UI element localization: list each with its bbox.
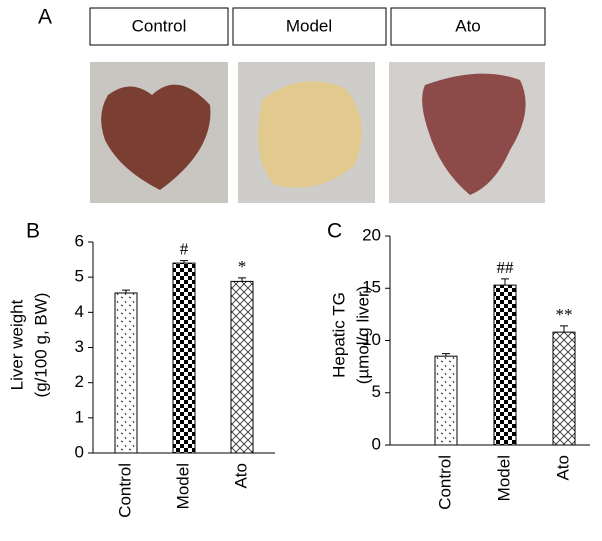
- bar: [434, 355, 458, 446]
- y-tick-label: 0: [372, 434, 381, 453]
- y-axis-label: Liver weight: [7, 299, 26, 390]
- y-tick-label: 15: [362, 278, 381, 297]
- significance-mark: *: [238, 257, 247, 276]
- x-tick-label: Control: [435, 455, 454, 510]
- significance-mark: **: [556, 305, 573, 324]
- y-tick-label: 1: [75, 407, 84, 426]
- photo: [238, 62, 375, 203]
- y-axis-label: (g/100 g, BW): [31, 293, 50, 398]
- panel-label: C: [327, 220, 342, 243]
- error-bar: [560, 325, 568, 333]
- y-tick-label: 0: [75, 442, 84, 461]
- y-tick-label: 5: [75, 267, 84, 286]
- photo-label: Ato: [455, 16, 481, 35]
- photo-label: Control: [132, 16, 187, 35]
- error-bar: [180, 260, 188, 264]
- header-box: [89, 7, 229, 46]
- y-axis-label: (µmol/g liver): [353, 286, 372, 385]
- significance-mark: ##: [497, 258, 515, 277]
- x-tick-label: Ato: [231, 463, 250, 489]
- error-bar: [238, 277, 246, 282]
- photo: [389, 62, 545, 203]
- panel-label: A: [38, 6, 52, 29]
- x-tick-label: Model: [494, 455, 513, 501]
- x-tick-label: Model: [173, 463, 192, 509]
- bar: [552, 331, 576, 446]
- y-axis-label: Hepatic TG: [329, 292, 348, 378]
- significance-mark: #: [180, 240, 189, 259]
- x-tick-label: Ato: [553, 455, 572, 481]
- error-bar: [442, 353, 450, 357]
- y-tick-label: 4: [75, 302, 84, 321]
- y-tick-label: 3: [75, 337, 84, 356]
- x-tick-label: Control: [115, 463, 134, 518]
- y-tick-label: 20: [362, 225, 381, 244]
- bar: [114, 292, 138, 454]
- panel-label: B: [26, 220, 40, 243]
- error-bar: [122, 289, 130, 293]
- y-tick-label: 6: [75, 231, 84, 250]
- y-tick-label: 5: [372, 382, 381, 401]
- bar: [172, 262, 196, 454]
- bar: [230, 280, 254, 454]
- error-bar: [501, 278, 509, 286]
- photo: [90, 62, 228, 203]
- header-box: [390, 7, 546, 46]
- y-tick-label: 2: [75, 372, 84, 391]
- bar: [493, 284, 517, 446]
- photo-label: Model: [286, 16, 332, 35]
- y-tick-label: 10: [362, 330, 381, 349]
- header-box: [232, 7, 387, 46]
